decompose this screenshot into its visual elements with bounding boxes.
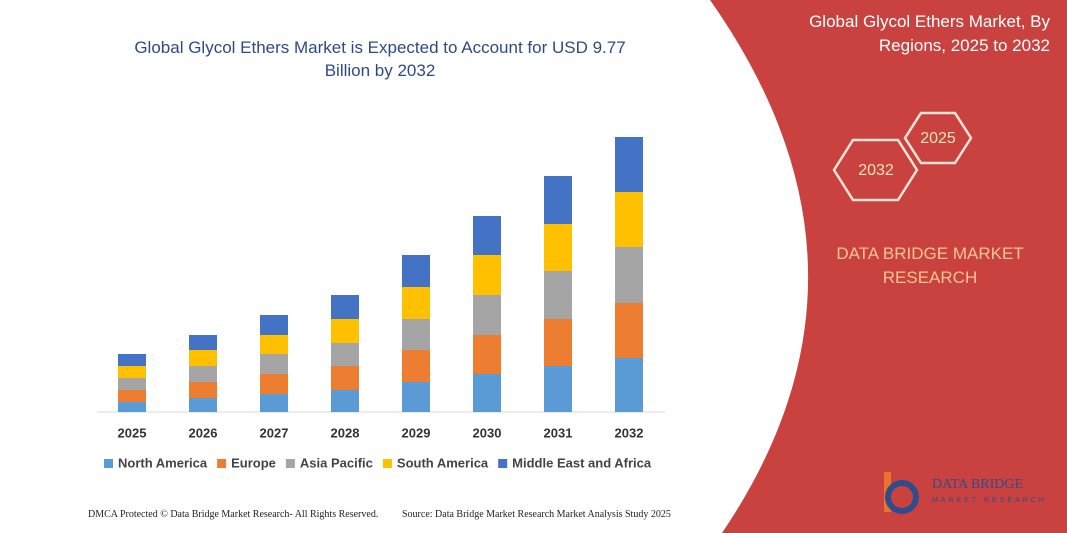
bar-segment (118, 354, 146, 366)
legend-label: South America (397, 455, 489, 470)
bar-segment (189, 398, 217, 412)
bar-segment (544, 224, 572, 271)
legend-swatch (104, 459, 113, 468)
bar-segment (615, 192, 643, 247)
bar-segment (260, 374, 288, 394)
bar-segment (260, 394, 288, 412)
bar-segment (331, 319, 359, 343)
x-tick-label: 2026 (189, 425, 218, 440)
hexagons (832, 111, 973, 202)
x-tick-label: 2032 (615, 425, 644, 440)
bar-segment (331, 343, 359, 366)
bar-segment (402, 319, 430, 350)
bar-segment (473, 374, 501, 412)
brand: DATA BRIDGE MARKET RESEARCH (836, 244, 1024, 287)
legend-label: Middle East and Africa (512, 455, 652, 470)
x-tick-label: 2025 (118, 425, 147, 440)
bar-segment (473, 335, 501, 374)
bar-segment (615, 137, 643, 192)
hexagon-label: 2025 (920, 130, 956, 147)
bar-segment (189, 382, 217, 398)
bar-segment (331, 295, 359, 319)
bar-segment (544, 366, 572, 412)
bar-segment (402, 255, 430, 287)
legend-swatch (382, 459, 392, 468)
bar-segment (615, 247, 643, 303)
bar-segment (260, 354, 288, 374)
hexagon-label: 2032 (858, 162, 894, 179)
panel-title: Global Glycol Ethers Market, By Regions,… (809, 12, 1050, 55)
bar-segment (402, 382, 430, 412)
chart-title: Global Glycol Ethers Market is Expected … (134, 38, 626, 80)
bar-segment (615, 358, 643, 412)
bar-segment (189, 350, 217, 366)
bar-segment (402, 350, 430, 382)
x-tick-label: 2027 (260, 425, 289, 440)
side-panel (710, 0, 1067, 533)
logo-name: DATA BRIDGE (932, 477, 1023, 492)
x-tick-label: 2029 (402, 425, 431, 440)
legend-label: Europe (231, 455, 276, 470)
legend-label: North America (118, 455, 208, 470)
legend-swatch (285, 459, 295, 468)
bar-segment (118, 366, 146, 378)
bar-segment (402, 287, 430, 319)
footer-left: DMCA Protected © Data Bridge Market Rese… (88, 509, 379, 520)
bar-segment (615, 303, 643, 358)
bar-segment (544, 319, 572, 366)
legend-swatch (498, 459, 508, 468)
footer-right: Source: Data Bridge Market Research Mark… (402, 509, 671, 520)
bar-segment (473, 255, 501, 295)
logo-mark (884, 472, 919, 514)
bar-segment (260, 335, 288, 354)
bar-segment (544, 176, 572, 224)
bar-segment (189, 335, 217, 350)
bar-segment (544, 271, 572, 319)
bar-segment (189, 366, 217, 382)
bar-segment (118, 378, 146, 390)
x-tick-label: 2028 (331, 425, 360, 440)
x-tick-label: 2030 (473, 425, 502, 440)
legend-label: Asia Pacific (300, 455, 373, 470)
legend-swatch (217, 459, 227, 468)
bar-segment (118, 402, 146, 412)
logo-tagline: MARKET RESEARCH (932, 497, 1047, 504)
bar-segment (473, 295, 501, 335)
bar-segment (331, 390, 359, 412)
bar-segment (118, 390, 146, 402)
bar-segment (473, 216, 501, 255)
x-tick-label: 2031 (544, 425, 573, 440)
bar-segment (260, 315, 288, 335)
bar-segment (331, 366, 359, 390)
